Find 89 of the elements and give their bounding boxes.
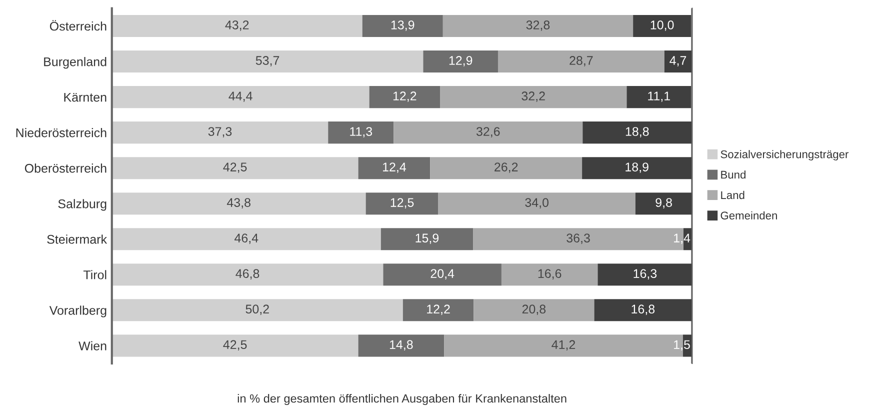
- bar: [112, 192, 366, 215]
- bar: [366, 192, 438, 215]
- data-label: 16,6: [538, 269, 562, 280]
- data-label: 43,8: [226, 198, 250, 208]
- y-tick-label: Niederösterreich: [16, 128, 106, 138]
- data-label: 46,4: [234, 234, 258, 244]
- data-label: 10,0: [650, 20, 674, 31]
- bar: [112, 50, 424, 73]
- data-label: 53,7: [256, 56, 280, 66]
- data-label: 34,0: [525, 198, 549, 208]
- y-tick-label: Vorarlberg: [49, 306, 106, 318]
- bar: [633, 15, 692, 38]
- data-label: 9,8: [656, 198, 672, 208]
- data-label: 20,4: [430, 269, 454, 280]
- bar: [501, 264, 598, 286]
- bar: [358, 157, 430, 180]
- data-label: 32,2: [522, 92, 545, 102]
- y-tick-label: Tirol: [83, 270, 106, 280]
- bar: [626, 86, 692, 108]
- bar: [112, 15, 362, 38]
- bar: [328, 122, 394, 144]
- data-label: 42,5: [223, 162, 247, 173]
- data-label: 14,8: [390, 340, 413, 351]
- data-label: 18,8: [626, 127, 649, 138]
- data-label: 16,8: [632, 304, 655, 315]
- data-label: 42,5: [223, 340, 247, 351]
- bar: [112, 122, 328, 144]
- data-label: 11,1: [648, 92, 670, 102]
- bar: [598, 264, 692, 286]
- x-axis-title: in % der gesamten öffentlichen Ausgaben für Krankenanstalten: [238, 394, 566, 405]
- legend-label: Sozialversicherungsträger: [720, 150, 849, 160]
- data-label: 41,2: [552, 340, 576, 351]
- y-tick-label: Salzburg: [58, 199, 106, 211]
- data-label: 28,7: [570, 56, 593, 66]
- bar: [442, 15, 634, 38]
- data-label: 43,2: [225, 20, 249, 31]
- y-tick-label: Burgenland: [44, 57, 106, 69]
- bar: [112, 299, 403, 322]
- data-label: 18,9: [626, 162, 648, 173]
- data-label: 11,3: [350, 127, 372, 138]
- bar: [358, 334, 444, 357]
- y-tick-label: Wien: [78, 341, 106, 350]
- data-label: 13,9: [391, 20, 414, 31]
- bar: [394, 122, 583, 144]
- bar: [369, 86, 440, 108]
- bar: [594, 299, 692, 322]
- data-label: 16,3: [634, 269, 657, 280]
- bar: [438, 192, 636, 215]
- data-label: 12,9: [449, 56, 472, 66]
- bar: [112, 264, 384, 286]
- bar: [380, 228, 474, 250]
- bar: [383, 264, 502, 286]
- data-label: 37,3: [208, 127, 232, 138]
- data-label: 44,4: [228, 92, 252, 102]
- data-label: 26,2: [494, 162, 518, 173]
- y-tick-label: Österreich: [50, 20, 106, 31]
- bar: [498, 50, 664, 73]
- data-label: 4,7: [670, 56, 686, 66]
- data-label: 36,3: [566, 234, 590, 244]
- bar: [635, 192, 692, 215]
- bar: [582, 122, 692, 144]
- bar: [440, 86, 627, 108]
- data-label: 12,2: [393, 92, 416, 102]
- bar: [112, 157, 358, 180]
- bar: [112, 86, 370, 108]
- data-label: 12,4: [383, 162, 406, 173]
- legend-label: Gemeinden: [720, 211, 777, 220]
- bar: [362, 15, 443, 38]
- data-label: 46,8: [236, 269, 260, 280]
- data-label: 12,5: [390, 198, 414, 208]
- data-label: 12,2: [427, 304, 450, 315]
- data-label: 32,6: [476, 127, 500, 138]
- y-tick-label: Kärnten: [64, 92, 106, 102]
- bar: [474, 299, 594, 322]
- bar: [582, 157, 692, 180]
- legend-label: Bund: [721, 170, 746, 179]
- bar: [423, 50, 498, 73]
- data-label: 50,2: [246, 304, 269, 315]
- bar: [112, 228, 381, 250]
- y-tick-label: Steiermark: [47, 234, 108, 244]
- y-tick-label: Oberösterreich: [24, 164, 106, 173]
- bar: [402, 299, 474, 322]
- data-label: 20,8: [522, 304, 546, 315]
- bar: [112, 334, 358, 357]
- bar: [664, 50, 692, 73]
- data-label: 32,8: [526, 20, 550, 31]
- data-label: 15,9: [416, 234, 439, 244]
- legend-label: Land: [721, 190, 744, 200]
- bar: [430, 157, 582, 180]
